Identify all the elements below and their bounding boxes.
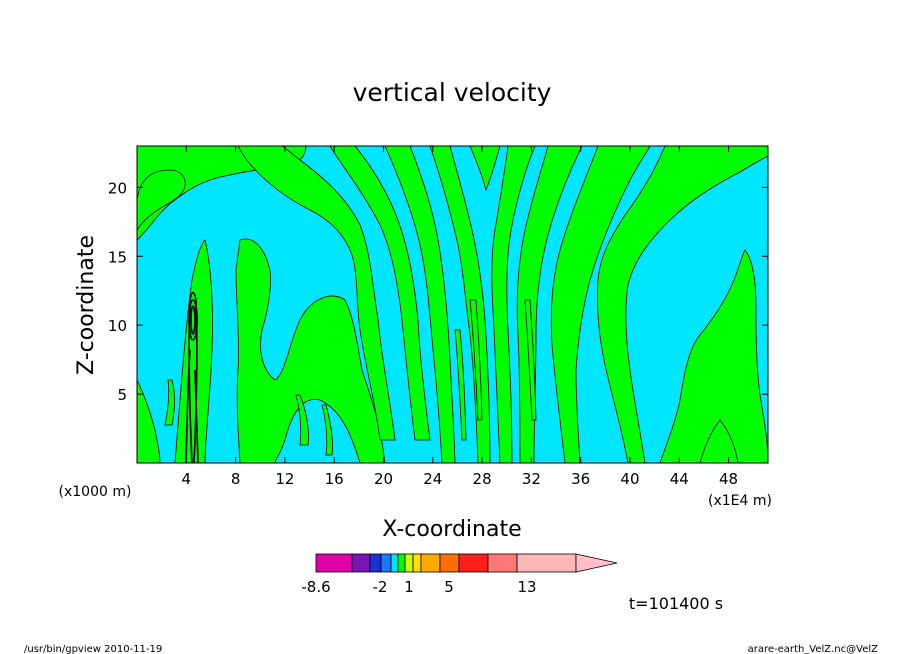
x-tick-label: 48 <box>719 470 738 488</box>
colorbar-labels: -8.6 -2 1 5 13 <box>301 578 536 596</box>
y-tick-label: 5 <box>117 386 127 404</box>
y-axis-ticks: 5 10 15 20 <box>108 179 768 404</box>
x-tick-label: 16 <box>325 470 344 488</box>
y-tick-label: 15 <box>108 248 127 266</box>
y-tick-label: 20 <box>108 179 127 197</box>
x-tick-label: 40 <box>620 470 639 488</box>
x-tick-label: 12 <box>275 470 294 488</box>
x-axis-label: X-coordinate <box>382 517 521 542</box>
colorbar-segment <box>397 553 406 573</box>
chart-title: vertical velocity <box>353 78 552 107</box>
x-tick-label: 8 <box>231 470 241 488</box>
colorbar-label: -8.6 <box>301 578 330 596</box>
colorbar-segment <box>351 553 371 573</box>
colorbar-label: 1 <box>404 578 414 596</box>
x-tick-label: 24 <box>423 470 442 488</box>
footer-right: arare-earth_VelZ.nc@VelZ <box>748 644 879 654</box>
colorbar-segment <box>439 553 460 573</box>
colorbar <box>315 553 618 573</box>
footer-left: /usr/bin/gpview 2010-11-19 <box>24 644 162 654</box>
plot-frame <box>136 145 769 464</box>
colorbar-label: 13 <box>517 578 536 596</box>
colorbar-segment <box>412 553 422 573</box>
colorbar-segment <box>404 553 414 573</box>
x-axis-unit: (x1E4 m) <box>708 493 772 509</box>
colorbar-segment <box>516 553 577 573</box>
x-tick-label: 28 <box>473 470 492 488</box>
strong-updraft-contours <box>185 291 199 463</box>
colorbar-segment <box>369 553 382 573</box>
colorbar-segment <box>315 553 353 573</box>
colorbar-segment <box>390 553 399 573</box>
colorbar-label: 5 <box>444 578 454 596</box>
colorbar-segment <box>458 553 489 573</box>
y-axis-unit: (x1000 m) <box>59 484 132 500</box>
colorbar-segment <box>487 553 518 573</box>
y-tick-label: 10 <box>108 317 127 335</box>
colorbar-label: -2 <box>373 578 388 596</box>
x-tick-label: 20 <box>374 470 393 488</box>
x-tick-label: 44 <box>670 470 689 488</box>
x-tick-label: 32 <box>522 470 541 488</box>
colorbar-extend-arrow <box>575 553 618 573</box>
x-tick-label: 4 <box>182 470 192 488</box>
y-axis-label: Z-coordinate <box>74 235 99 375</box>
plot-area <box>137 146 768 463</box>
x-axis-ticks: 4 8 12 16 20 24 28 32 36 40 44 48 <box>182 146 738 488</box>
colorbar-segment <box>420 553 441 573</box>
positive-velocity-bands <box>137 146 768 463</box>
time-label: t=101400 s <box>629 594 723 613</box>
x-tick-label: 36 <box>571 470 590 488</box>
colorbar-segment <box>380 553 392 573</box>
